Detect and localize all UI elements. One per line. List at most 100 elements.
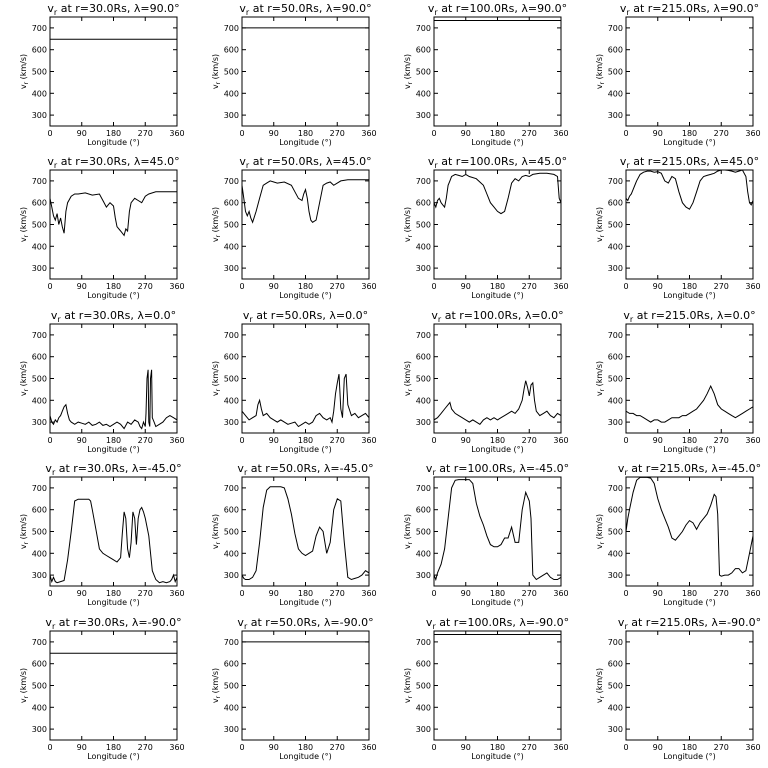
x-tick-label: 90 — [461, 743, 471, 752]
plot-frame — [49, 169, 178, 280]
y-axis-label: vr (km/s) — [595, 207, 606, 242]
y-axis-label: vr (km/s) — [211, 207, 222, 242]
x-tick-label: 360 — [361, 589, 376, 598]
y-tick-label: 500 — [32, 221, 47, 230]
x-tick-label: 180 — [490, 589, 505, 598]
x-tick-label: 90 — [653, 743, 663, 752]
y-axis-label: vr (km/s) — [211, 54, 222, 89]
y-tick-label: 400 — [32, 396, 47, 405]
y-tick-label: 500 — [32, 682, 47, 691]
y-tick-label: 400 — [224, 396, 239, 405]
y-tick-label: 700 — [416, 24, 431, 33]
x-tick-label: 180 — [682, 282, 697, 291]
y-tick-label: 500 — [32, 375, 47, 384]
y-axis-label: vr (km/s) — [595, 361, 606, 396]
y-tick-label: 400 — [608, 549, 623, 558]
x-tick-label: 180 — [106, 282, 121, 291]
plot-frame — [433, 476, 562, 587]
x-tick-label: 0 — [239, 129, 244, 138]
y-tick-label: 500 — [32, 68, 47, 77]
panel-7: vr at r=100.0Rs, λ=45.0° 0 90 180 270 360 300 4… — [403, 155, 569, 300]
y-tick-label: 500 — [416, 375, 431, 384]
y-tick-label: 500 — [416, 528, 431, 537]
plot-frame — [625, 169, 754, 280]
panel-17: vr at r=30.0Rs, λ=-90.0° 0 90 180 270 360 300 4… — [19, 616, 185, 761]
plot-frame — [433, 323, 562, 434]
x-tick-label: 270 — [522, 743, 537, 752]
y-tick-label: 700 — [416, 177, 431, 186]
plot-frame — [241, 323, 370, 434]
panel-2: vr at r=50.0Rs, λ=90.0° 0 90 180 270 360 300 40… — [211, 2, 377, 147]
y-tick-label: 600 — [224, 353, 239, 362]
series-line — [434, 479, 561, 582]
x-tick-label: 180 — [106, 743, 121, 752]
plot-frame — [49, 630, 178, 741]
panel-title: vr at r=100.0Rs, λ=45.0° — [428, 155, 567, 170]
y-axis-label: vr (km/s) — [403, 668, 414, 703]
y-tick-label: 300 — [32, 264, 47, 273]
y-axis-label: vr (km/s) — [403, 54, 414, 89]
x-tick-label: 180 — [682, 129, 697, 138]
y-tick-label: 500 — [224, 528, 239, 537]
y-tick-label: 500 — [608, 528, 623, 537]
series-line — [626, 477, 753, 577]
plot-frame — [241, 630, 370, 741]
y-tick-label: 300 — [416, 418, 431, 427]
y-tick-label: 300 — [224, 418, 239, 427]
y-tick-label: 600 — [608, 506, 623, 515]
x-tick-label: 90 — [653, 282, 663, 291]
x-tick-label: 360 — [745, 589, 760, 598]
y-tick-label: 700 — [608, 331, 623, 340]
y-tick-label: 600 — [416, 46, 431, 55]
x-tick-label: 360 — [745, 282, 760, 291]
plot-frame — [625, 16, 754, 127]
x-tick-label: 360 — [169, 282, 184, 291]
x-tick-label: 360 — [553, 589, 568, 598]
x-axis-label: Longitude (°) — [87, 138, 140, 147]
panel-title: vr at r=215.0Rs, λ=0.0° — [623, 309, 755, 324]
x-axis-label: Longitude (°) — [471, 598, 524, 607]
y-axis-label: vr (km/s) — [211, 668, 222, 703]
x-tick-label: 270 — [330, 743, 345, 752]
x-tick-label: 90 — [77, 282, 87, 291]
y-tick-label: 300 — [416, 725, 431, 734]
y-tick-label: 700 — [416, 638, 431, 647]
x-tick-label: 0 — [47, 436, 52, 445]
y-tick-label: 600 — [32, 660, 47, 669]
panel-title: vr at r=30.0Rs, λ=-45.0° — [45, 462, 181, 477]
y-tick-label: 400 — [416, 549, 431, 558]
y-tick-label: 300 — [224, 571, 239, 580]
y-tick-label: 300 — [608, 111, 623, 120]
y-tick-label: 700 — [224, 484, 239, 493]
x-tick-label: 180 — [490, 129, 505, 138]
x-axis-label: Longitude (°) — [471, 291, 524, 300]
panel-20: vr at r=215.0Rs, λ=-90.0° 0 90 180 270 360 300… — [595, 616, 761, 761]
x-tick-label: 360 — [361, 282, 376, 291]
x-tick-label: 0 — [47, 282, 52, 291]
x-tick-label: 90 — [653, 129, 663, 138]
panel-15: vr at r=100.0Rs, λ=-45.0° 0 90 180 270 360 300… — [403, 462, 569, 607]
x-tick-label: 270 — [330, 436, 345, 445]
x-tick-label: 0 — [239, 436, 244, 445]
x-tick-label: 180 — [682, 436, 697, 445]
series-line — [434, 380, 561, 425]
y-tick-label: 400 — [608, 89, 623, 98]
x-tick-label: 0 — [623, 436, 628, 445]
panel-19: vr at r=100.0Rs, λ=-90.0° 0 90 180 270 360 300… — [403, 616, 569, 761]
y-tick-label: 700 — [224, 177, 239, 186]
y-tick-label: 600 — [608, 660, 623, 669]
y-tick-label: 700 — [224, 24, 239, 33]
y-tick-label: 400 — [608, 396, 623, 405]
x-tick-label: 0 — [623, 282, 628, 291]
y-tick-label: 300 — [32, 111, 47, 120]
x-tick-label: 90 — [461, 129, 471, 138]
x-tick-label: 0 — [431, 436, 436, 445]
x-tick-label: 360 — [553, 282, 568, 291]
y-tick-label: 400 — [32, 549, 47, 558]
y-tick-label: 500 — [224, 375, 239, 384]
panel-title: vr at r=215.0Rs, λ=90.0° — [620, 2, 759, 17]
x-tick-label: 270 — [138, 129, 153, 138]
y-tick-label: 300 — [608, 571, 623, 580]
x-axis-label: Longitude (°) — [87, 291, 140, 300]
x-tick-label: 90 — [461, 282, 471, 291]
